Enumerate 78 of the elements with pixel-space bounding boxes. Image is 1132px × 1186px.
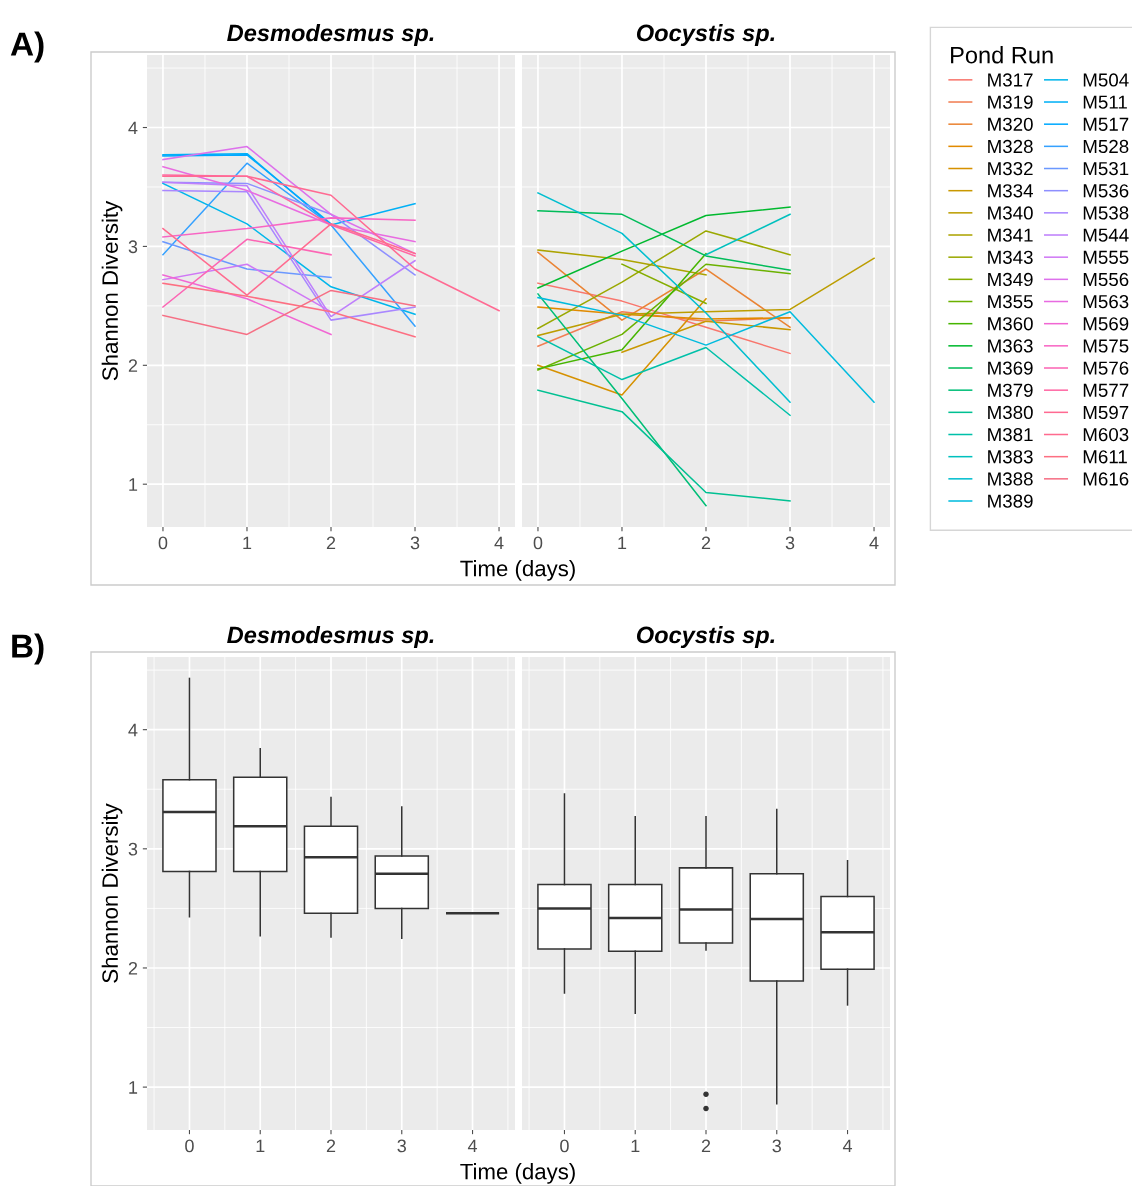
legend-label: M320 (988, 117, 1033, 131)
y-tick-label: 2 (128, 961, 138, 975)
legend-label: M517 (1083, 117, 1129, 131)
legend-title: Pond Run (951, 46, 1053, 64)
legend-label: M616 (1083, 472, 1129, 486)
legend-label: M511 (1083, 95, 1127, 109)
legend-label: M381 (988, 427, 1033, 442)
x-axis-title: Time (days) (460, 560, 575, 581)
legend-label: M380 (988, 405, 1033, 420)
x-tick-label: 0 (185, 1139, 194, 1153)
legend-label: M611 (1083, 450, 1127, 464)
y-axis-title: Shannon Diversity (101, 803, 123, 983)
legend-label: M383 (988, 450, 1033, 464)
x-tick-label: 0 (158, 536, 168, 550)
x-tick-label: 2 (701, 1139, 711, 1153)
y-tick-label: 4 (128, 723, 138, 737)
legend-label: M569 (1083, 317, 1129, 331)
legend-label: M319 (988, 95, 1033, 109)
x-tick-label: 1 (618, 536, 627, 550)
legend-label: M388 (988, 472, 1033, 486)
legend-label: M369 (988, 361, 1033, 375)
legend-label: M555 (1083, 250, 1129, 264)
x-tick-label: 4 (494, 536, 504, 550)
legend-label: M576 (1083, 361, 1129, 375)
y-tick-label: 3 (128, 240, 138, 254)
legend-label: M360 (988, 317, 1033, 331)
legend-label: M575 (1083, 339, 1129, 353)
legend-label: M355 (988, 294, 1033, 309)
legend-label: M341 (988, 228, 1033, 242)
legend-label: M334 (988, 184, 1033, 198)
legend-label: M343 (988, 250, 1033, 264)
x-tick-label: 3 (772, 1139, 781, 1153)
legend-label: M332 (988, 161, 1033, 176)
y-tick-label: 3 (128, 842, 138, 856)
text: A) (10, 31, 44, 63)
legend-label: M317 (988, 73, 1033, 87)
legend-label: M531 (1083, 161, 1129, 176)
legend-label: M379 (988, 383, 1033, 397)
chart-title: Oocystis sp. (636, 24, 775, 47)
x-tick-label: 1 (243, 536, 252, 550)
x-tick-label: 3 (410, 536, 420, 550)
y-tick-label: 2 (128, 359, 138, 372)
y-axis-title: Shannon Diversity (101, 200, 123, 381)
legend-label: M577 (1083, 383, 1129, 397)
x-tick-label: 4 (869, 536, 879, 550)
x-tick-label: 2 (326, 536, 336, 550)
legend-label: M544 (1083, 228, 1129, 242)
legend-label: M340 (988, 206, 1033, 220)
y-tick-label: 1 (129, 478, 138, 491)
legend-label: M538 (1083, 206, 1129, 220)
x-tick-label: 2 (701, 536, 711, 550)
legend-label: M328 (988, 139, 1033, 154)
chart-title: Oocystis sp. (636, 626, 775, 649)
y-tick-label: 1 (129, 1081, 138, 1094)
x-tick-label: 2 (326, 1139, 336, 1153)
x-tick-label: 0 (533, 536, 543, 550)
x-tick-label: 1 (631, 1139, 640, 1153)
x-tick-label: 3 (785, 536, 795, 550)
legend-label: M536 (1083, 184, 1129, 198)
legend-label: M597 (1083, 405, 1129, 420)
legend-label: M528 (1083, 139, 1129, 154)
legend-label: M349 (988, 272, 1033, 287)
legend-label: M363 (988, 339, 1033, 353)
chart-title: Desmodesmus sp. (227, 626, 434, 649)
legend-label: M389 (988, 494, 1033, 508)
x-tick-label: 1 (256, 1139, 265, 1153)
x-tick-label: 3 (397, 1139, 406, 1153)
x-tick-label: 4 (842, 1139, 853, 1153)
chart-title: Desmodesmus sp. (227, 24, 434, 47)
legend-label: M556 (1083, 272, 1129, 287)
legend-label: M603 (1083, 427, 1129, 442)
x-tick-label: 0 (560, 1139, 569, 1153)
x-tick-label: 4 (467, 1139, 478, 1153)
text: B) (12, 633, 44, 665)
legend-label: M504 (1083, 73, 1129, 87)
legend-label: M563 (1083, 294, 1129, 309)
x-axis-title: Time (days) (460, 1163, 575, 1184)
y-tick-label: 4 (128, 121, 138, 135)
